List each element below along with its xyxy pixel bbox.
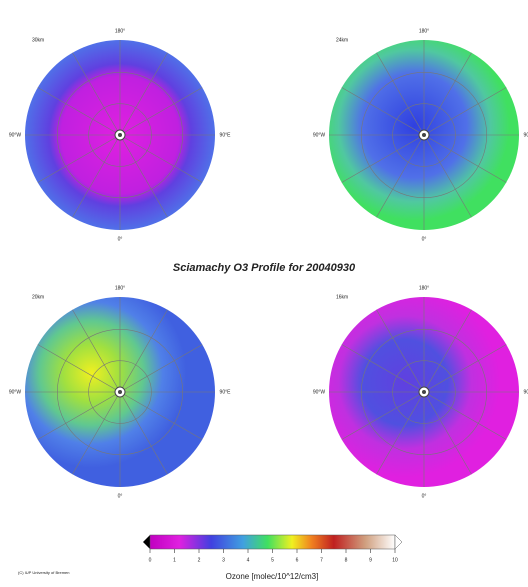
longitude-label: 90°E: [524, 132, 528, 138]
credit: (C) IUP University of Bremen: [18, 570, 70, 575]
figure: Sciamachy O3 Profile for 20040930 Ozone …: [0, 0, 528, 587]
pole-dot: [422, 390, 426, 394]
panel-label: 20km: [32, 294, 44, 300]
pole-dot: [118, 390, 122, 394]
colorbar-tick-label: 3: [222, 557, 225, 563]
pole-dot: [118, 133, 122, 137]
panel-label: 16km: [336, 294, 348, 300]
colorbar-tick-label: 10: [392, 557, 398, 563]
longitude-label: 90°E: [524, 389, 528, 395]
figure-title: Sciamachy O3 Profile for 20040930: [173, 262, 356, 274]
longitude-label: 0°: [118, 236, 123, 242]
longitude-label: 90°W: [313, 389, 326, 395]
longitude-label: 0°: [422, 236, 427, 242]
longitude-label: 0°: [118, 493, 123, 499]
colorbar-tick-label: 4: [247, 557, 250, 563]
colorbar-tick-label: 6: [296, 557, 299, 563]
colorbar-tick-label: 1: [173, 557, 176, 563]
colorbar-high-arrow: [395, 535, 402, 549]
colorbar-tick-label: 7: [320, 557, 323, 563]
longitude-label: 90°W: [9, 132, 22, 138]
longitude-label: 90°E: [220, 389, 232, 395]
longitude-label: 180°: [115, 285, 125, 291]
longitude-label: 0°: [422, 493, 427, 499]
panel-label: 24km: [336, 37, 348, 43]
colorbar-label: Ozone [molec/10^12/cm3]: [226, 572, 319, 581]
longitude-label: 180°: [419, 285, 429, 291]
longitude-label: 90°E: [220, 132, 232, 138]
pole-dot: [422, 133, 426, 137]
panel-label: 30km: [32, 37, 44, 43]
colorbar-tick-label: 5: [271, 557, 274, 563]
colorbar-tick-label: 2: [198, 557, 201, 563]
colorbar-tick-label: 0: [149, 557, 152, 563]
colorbar-tick-label: 8: [345, 557, 348, 563]
longitude-label: 90°W: [313, 132, 326, 138]
colorbar-low-arrow: [143, 535, 150, 549]
longitude-label: 180°: [115, 28, 125, 34]
colorbar: [150, 535, 395, 549]
longitude-label: 90°W: [9, 389, 22, 395]
colorbar-tick-label: 9: [369, 557, 372, 563]
longitude-label: 180°: [419, 28, 429, 34]
